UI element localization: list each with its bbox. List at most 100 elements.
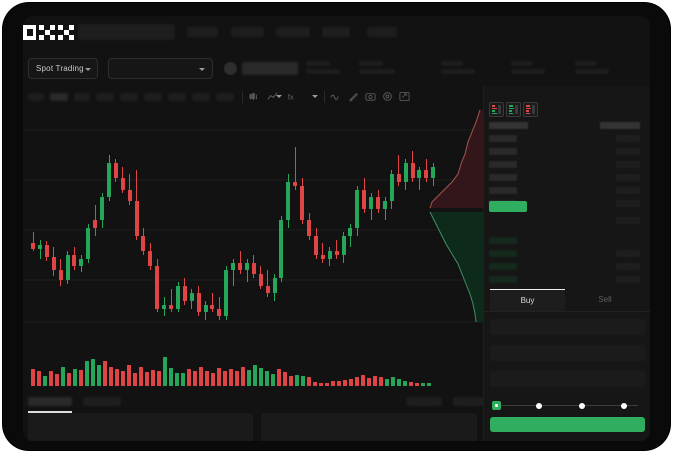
volume-chart[interactable] — [23, 338, 483, 391]
orderbook-bid-amount — [616, 263, 640, 270]
candle-wick — [32, 231, 34, 252]
draw-pencil-icon[interactable] — [348, 91, 359, 102]
volume-bar — [265, 371, 269, 386]
order-total-field[interactable] — [490, 371, 645, 387]
orderbook-mode-asks-icon[interactable] — [523, 102, 538, 117]
volume-bar — [175, 372, 179, 386]
candle-wick — [39, 239, 41, 259]
orderbook-bid-row[interactable] — [489, 276, 517, 283]
order-price-field[interactable] — [490, 319, 645, 335]
nav-item-3[interactable] — [276, 27, 310, 37]
orderbook-ask-row[interactable] — [489, 148, 517, 155]
settings-gear-icon[interactable] — [382, 91, 393, 102]
candle-body — [376, 197, 380, 209]
volume-bar — [373, 376, 377, 386]
candle-wick — [336, 239, 338, 259]
chevron-down-icon[interactable] — [312, 95, 318, 98]
camera-icon[interactable] — [365, 91, 376, 102]
candle-body — [196, 293, 201, 313]
bottom-action-1[interactable] — [406, 397, 442, 406]
interval-button-8[interactable] — [192, 93, 210, 101]
fullscreen-icon[interactable] — [399, 91, 410, 102]
ticker-stat-4-value — [511, 69, 545, 74]
bottom-tab-2[interactable] — [83, 397, 121, 406]
interval-button-1[interactable] — [28, 93, 44, 101]
nav-item-1[interactable] — [187, 27, 218, 37]
bottom-action-2[interactable] — [453, 397, 488, 406]
volume-bar — [169, 368, 173, 386]
candle-body — [210, 304, 215, 309]
orderbook-ask-row[interactable] — [489, 174, 517, 181]
bottom-tab-active-underline — [28, 411, 72, 413]
bottom-panel-1[interactable] — [28, 413, 253, 441]
line-chart-icon[interactable] — [267, 91, 278, 102]
toolbar-divider — [242, 91, 243, 103]
interval-button-6[interactable] — [144, 93, 162, 101]
orderbook-ask-row[interactable] — [489, 135, 517, 142]
orderbook-ask-amount — [616, 187, 640, 194]
candle-wick — [294, 147, 296, 190]
tab-buy[interactable]: Buy — [490, 289, 565, 311]
tab-sell-label: Sell — [598, 295, 612, 304]
ticker-stat-1-value — [306, 69, 340, 74]
order-amount-slider[interactable] — [492, 400, 642, 411]
orderbook-bid-row[interactable] — [489, 250, 517, 257]
volume-bar — [391, 377, 395, 386]
candlestick-chart[interactable] — [23, 108, 483, 338]
candle-body — [334, 251, 339, 255]
orderbook-ask-row[interactable] — [489, 187, 517, 194]
candle-body — [265, 285, 270, 294]
volume-bar — [397, 379, 401, 386]
market-mode-select[interactable]: Spot Trading — [28, 58, 98, 79]
indicators-icon[interactable]: fx — [287, 91, 298, 102]
bottom-panels — [23, 413, 483, 441]
interval-button-9[interactable] — [216, 93, 234, 101]
volume-bar — [115, 368, 119, 386]
orderbook-bid-row[interactable] — [489, 263, 517, 270]
orderbook-bid-row[interactable] — [489, 237, 517, 244]
submit-buy-button[interactable] — [490, 417, 645, 432]
orderbook-mode-both-icon[interactable] — [489, 102, 504, 117]
bottom-panel-2[interactable] — [261, 413, 477, 441]
slider-step-50[interactable] — [579, 402, 585, 409]
interval-button-4[interactable] — [96, 93, 114, 101]
volume-bar — [139, 367, 143, 386]
okx-logo-icon[interactable] — [23, 25, 74, 40]
candle-body — [134, 201, 139, 236]
volume-bar — [271, 374, 275, 386]
nav-item-4[interactable] — [322, 27, 350, 37]
candle-body — [79, 258, 84, 267]
interval-button-5[interactable] — [120, 93, 138, 101]
trading-pair-select[interactable] — [108, 58, 213, 79]
interval-button-2[interactable] — [50, 93, 68, 101]
candle-body — [293, 181, 298, 186]
nav-item-2[interactable] — [231, 27, 264, 37]
tab-sell[interactable]: Sell — [565, 289, 645, 311]
slider-step-75[interactable] — [621, 402, 627, 409]
volume-bar — [205, 371, 209, 386]
nav-item-5[interactable] — [367, 27, 397, 37]
slider-step-25[interactable] — [536, 402, 542, 409]
candle-body — [244, 262, 249, 271]
bottom-tab-1[interactable] — [28, 397, 72, 406]
orderbook-bid-amount — [616, 276, 640, 283]
candle-body — [127, 189, 132, 202]
orderbook-mode-bids-icon[interactable] — [506, 102, 521, 117]
candle-wick — [350, 224, 351, 248]
orderbook-ask-row[interactable] — [489, 161, 517, 168]
interval-button-7[interactable] — [168, 93, 186, 101]
tab-buy-label: Buy — [520, 296, 535, 305]
candle-body — [369, 197, 374, 209]
coin-avatar — [224, 62, 237, 75]
wave-chart-icon[interactable] — [330, 91, 341, 102]
chevron-down-icon[interactable] — [276, 95, 282, 98]
order-form-tabs: Buy Sell — [484, 289, 650, 312]
interval-button-3[interactable] — [74, 93, 90, 101]
order-amount-field[interactable] — [490, 345, 645, 361]
candle-chart-icon[interactable] — [249, 91, 260, 102]
slider-handle[interactable] — [492, 401, 501, 410]
volume-bar — [253, 365, 257, 386]
search-input[interactable] — [78, 24, 175, 40]
candle-body — [417, 170, 422, 179]
ticker-stat-5-label — [575, 61, 597, 66]
